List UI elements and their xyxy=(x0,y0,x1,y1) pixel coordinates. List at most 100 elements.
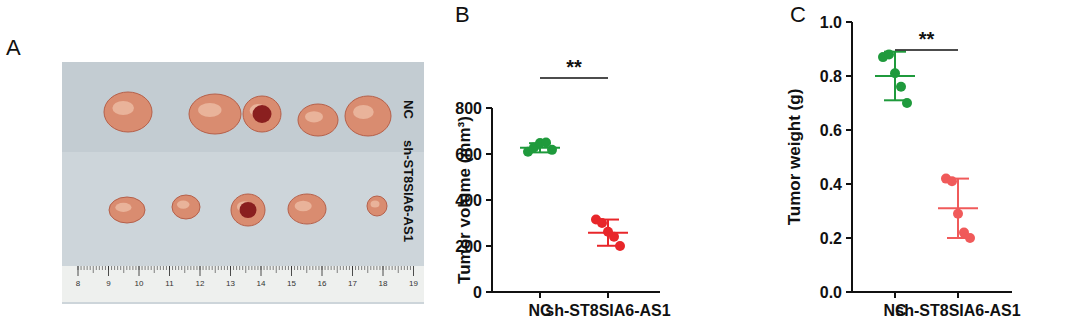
ruler-minor-tick xyxy=(389,266,390,270)
ruler-minor-tick xyxy=(242,266,243,270)
ruler-tick xyxy=(230,266,231,276)
tumor xyxy=(243,96,281,132)
tumor-highlight xyxy=(177,200,190,208)
ruler-label: 17 xyxy=(348,279,357,288)
data-point xyxy=(547,145,557,155)
x-tick xyxy=(957,292,959,298)
ruler-minor-tick xyxy=(407,266,408,270)
ruler-minor-tick xyxy=(392,266,393,270)
chart: 0.00.20.40.60.81.0Tumor weight (g)NCsh-S… xyxy=(785,14,1021,319)
tumor-highlight xyxy=(112,101,134,115)
ruler-minor-tick xyxy=(193,266,194,270)
ruler-minor-tick xyxy=(248,266,249,270)
y-tick-label: 1.0 xyxy=(820,14,842,31)
ruler-label: 12 xyxy=(196,279,205,288)
data-point xyxy=(597,218,607,228)
ruler-minor-tick xyxy=(145,266,146,270)
ruler-minor-tick xyxy=(166,266,167,270)
y-tick-label: 0.8 xyxy=(820,68,842,85)
ruler-minor-tick xyxy=(129,266,130,270)
ruler-minor-tick xyxy=(178,266,179,270)
ruler-minor-tick xyxy=(151,266,152,270)
ruler-minor-tick xyxy=(257,266,258,270)
ruler-minor-tick xyxy=(224,266,225,270)
ruler-minor-tick xyxy=(212,266,213,270)
tumor xyxy=(367,196,387,216)
tumor xyxy=(288,194,326,224)
ruler-minor-tick xyxy=(379,266,380,270)
ruler-minor-tick xyxy=(81,266,82,270)
data-point xyxy=(953,209,963,219)
y-tick-label: 0.0 xyxy=(820,284,842,301)
ruler-minor-tick xyxy=(221,266,222,270)
ruler-tick xyxy=(78,266,79,276)
y-tick xyxy=(846,21,852,23)
data-point xyxy=(965,233,975,243)
ruler-minor-tick xyxy=(239,266,240,270)
tumor-spot xyxy=(240,202,257,218)
data-point xyxy=(615,241,625,251)
ruler-minor-tick xyxy=(196,266,197,270)
ruler-minor-tick xyxy=(398,266,399,273)
y-tick-label: 0 xyxy=(473,284,482,301)
ruler-minor-tick xyxy=(148,266,149,270)
ruler-label: 15 xyxy=(287,279,296,288)
ruler-minor-tick xyxy=(282,266,283,270)
panel-label: A xyxy=(6,35,21,60)
ruler-minor-tick xyxy=(373,266,374,270)
ruler-minor-tick xyxy=(376,266,377,270)
y-tick xyxy=(486,291,492,293)
y-tick-label: 0.2 xyxy=(820,230,842,247)
ruler-minor-tick xyxy=(87,266,88,270)
ruler-minor-tick xyxy=(105,266,106,270)
ruler-minor-tick xyxy=(218,266,219,270)
marks xyxy=(875,49,978,243)
y-tick xyxy=(846,75,852,77)
ruler-minor-tick xyxy=(364,266,365,270)
tumor xyxy=(109,197,145,223)
ruler-minor-tick xyxy=(410,266,411,270)
tumor-highlight xyxy=(115,203,131,212)
y-tick-label: 800 xyxy=(455,100,482,117)
y-tick-label: 0.4 xyxy=(820,176,842,193)
ruler-minor-tick xyxy=(346,266,347,270)
ruler-minor-tick xyxy=(318,266,319,270)
ruler-tick xyxy=(169,266,170,276)
significance-label: ** xyxy=(919,28,935,50)
ruler-minor-tick xyxy=(309,266,310,270)
ruler-minor-tick xyxy=(236,266,237,270)
row-label: NC xyxy=(401,100,416,119)
tumor xyxy=(189,94,241,134)
panel-label: B xyxy=(455,2,470,27)
ruler-label: 8 xyxy=(76,279,81,288)
ruler-minor-tick xyxy=(175,266,176,270)
ruler-minor-tick xyxy=(90,266,91,270)
y-tick xyxy=(846,291,852,293)
ruler-minor-tick xyxy=(187,266,188,270)
ruler-minor-tick xyxy=(135,266,136,270)
x-axis xyxy=(852,291,1012,293)
ruler-minor-tick xyxy=(206,266,207,270)
ruler-label: 19 xyxy=(409,279,418,288)
x-tick xyxy=(607,292,609,298)
ruler-minor-tick xyxy=(96,266,97,270)
ruler-minor-tick xyxy=(395,266,396,270)
ruler-minor-tick xyxy=(160,266,161,270)
y-tick xyxy=(846,183,852,185)
ruler-minor-tick xyxy=(355,266,356,270)
data-point xyxy=(896,82,906,92)
y-axis-title: Tumor volume (mm³) xyxy=(455,116,474,284)
x-tick-label: sh-ST8SIA6-AS1 xyxy=(895,302,1020,319)
ruler-minor-tick xyxy=(312,266,313,270)
ruler-minor-tick xyxy=(294,266,295,270)
ruler-minor-tick xyxy=(209,266,210,270)
y-axis xyxy=(851,22,853,292)
x-tick xyxy=(894,292,896,298)
ruler-minor-tick xyxy=(184,266,185,273)
ruler-tick xyxy=(108,266,109,276)
ruler-minor-tick xyxy=(233,266,234,270)
ruler-minor-tick xyxy=(111,266,112,270)
tumor-highlight xyxy=(353,105,374,119)
ruler-minor-tick xyxy=(157,266,158,270)
y-tick-label: 0.6 xyxy=(820,122,842,139)
